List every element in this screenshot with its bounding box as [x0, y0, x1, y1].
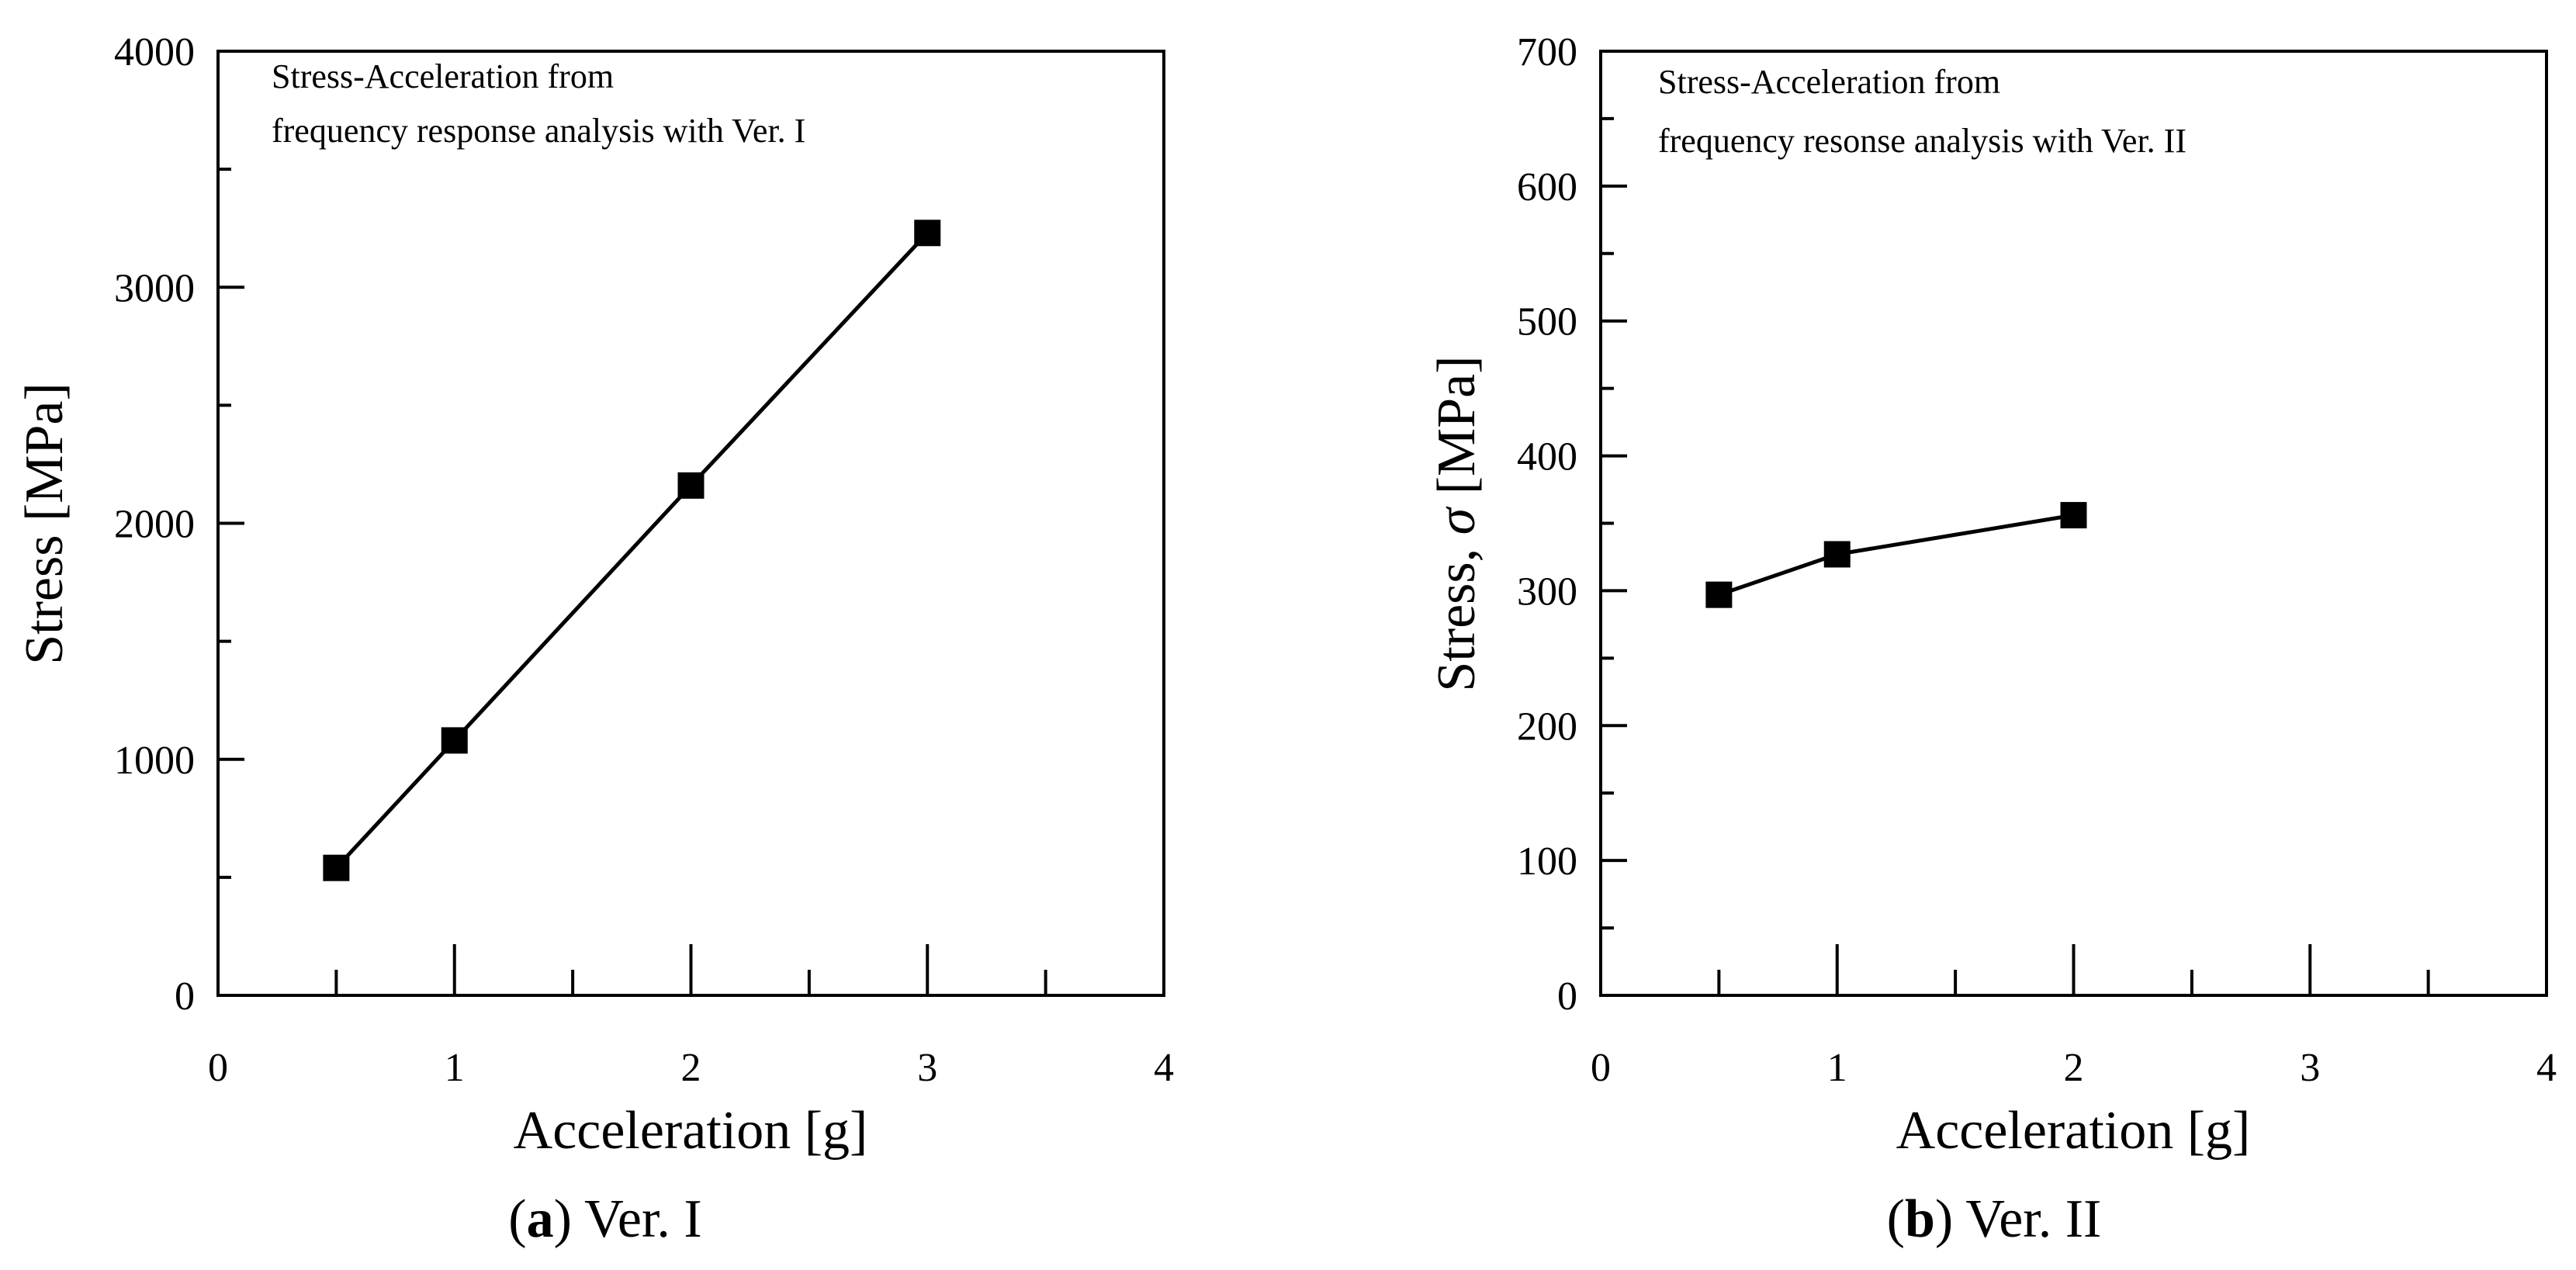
series: [1705, 502, 2087, 608]
axis-ticks: [216, 50, 1165, 997]
x-tick-label: 2: [2064, 1046, 2084, 1090]
x-tick-label: 0: [1591, 1046, 1611, 1090]
y-tick-label: 100: [1517, 839, 1577, 884]
x-tick-label: 3: [917, 1046, 937, 1090]
axis-ticks: [1599, 50, 2548, 997]
data-point: [2060, 502, 2087, 529]
data-point: [914, 220, 941, 247]
y-axis-label-symbol: σ: [1427, 506, 1487, 535]
series-line: [334, 231, 930, 870]
x-tick-label: 1: [1827, 1046, 1847, 1090]
x-tick-label: 0: [208, 1046, 228, 1090]
y-tick-label: 300: [1517, 569, 1577, 614]
x-tick-label: 3: [2300, 1046, 2320, 1090]
y-axis-label: Stress [MPa]: [15, 382, 74, 665]
y-tick-label: 0: [1557, 974, 1577, 1019]
y-tick-label: 0: [175, 974, 195, 1019]
x-tick-label: 1: [445, 1046, 465, 1090]
y-axis-label-unit: [MPa]: [1427, 355, 1487, 507]
data-point: [677, 472, 705, 499]
data-point: [441, 727, 468, 754]
tick-labels: 0 1 2 3 4 0 1000 2000 3000 4000: [114, 30, 1174, 1090]
y-axis-label-text: Stress [MPa]: [15, 382, 74, 665]
x-tick-label: 2: [681, 1046, 701, 1090]
series-line: [1718, 513, 2074, 597]
y-tick-label: 4000: [114, 30, 195, 74]
x-axis-label: Acceleration [g]: [1896, 1101, 2251, 1161]
y-axis-label: Stress, σ [MPa]: [1427, 355, 1487, 691]
annotation-line-2: frequency resonse analysis with Ver. II: [1658, 122, 2186, 160]
x-tick-label: 4: [1154, 1046, 1174, 1090]
x-axis-label: Acceleration [g]: [514, 1101, 868, 1161]
data-point: [1823, 541, 1851, 568]
caption-letter: a: [527, 1189, 554, 1249]
caption-text: Ver. II: [1953, 1189, 2101, 1249]
x-tick-label: 4: [2536, 1046, 2557, 1090]
data-point: [323, 854, 350, 881]
y-tick-label: 400: [1517, 435, 1577, 479]
panel-a: 0 1 2 3 4 0 1000 2000 3000 4000 Stress-Accelerati…: [15, 30, 1174, 1249]
y-tick-label: 700: [1517, 30, 1577, 74]
caption-text: Ver. I: [572, 1189, 702, 1249]
annotation-line-1: Stress-Acceleration from: [272, 57, 614, 95]
annotation-line-1: Stress-Acceleration from: [1658, 63, 2000, 101]
panel-b: 0 1 2 3 4 0 100 200 300 400 500 600 700 Stress-Accel…: [1427, 30, 2557, 1249]
y-tick-label: 500: [1517, 300, 1577, 344]
annotation-line-2: frequency response analysis with Ver. I: [272, 112, 805, 150]
y-tick-label: 600: [1517, 165, 1577, 209]
y-tick-label: 1000: [114, 739, 195, 783]
caption-letter: b: [1905, 1189, 1935, 1249]
data-point: [1705, 581, 1733, 608]
y-axis-label-text: Stress,: [1427, 535, 1487, 691]
tick-labels: 0 1 2 3 4 0 100 200 300 400 500 600 700: [1517, 30, 2557, 1090]
panel-caption: (b) Ver. II: [1887, 1189, 2102, 1249]
panel-caption: (a) Ver. I: [508, 1189, 701, 1249]
y-tick-label: 3000: [114, 266, 195, 310]
series: [323, 220, 941, 881]
y-tick-label: 2000: [114, 503, 195, 547]
y-tick-label: 200: [1517, 704, 1577, 749]
plot-frame: [216, 50, 1165, 997]
